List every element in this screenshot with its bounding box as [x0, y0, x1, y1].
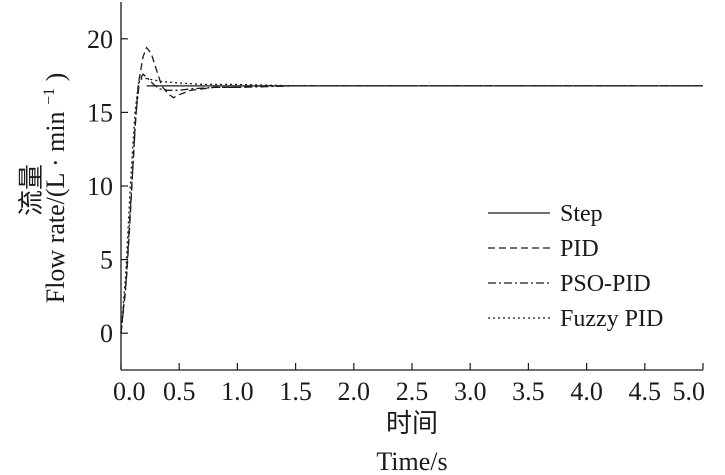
y-tick-label-15: 15: [87, 98, 113, 127]
x-tick-label-4.0: 4.0: [570, 377, 603, 406]
x-tick-label-1.0: 1.0: [221, 377, 254, 406]
x-ticks: 0.0 0.5 1.0 1.5 2.0 2.5 3.0 3.5 4.0 4.5 5.0: [113, 363, 705, 406]
x-tick-label-0.5: 0.5: [163, 377, 196, 406]
y-axis-title-en: Flow rate/(L · min −1 ): [31, 73, 70, 304]
legend: Step PID PSO-PID Fuzzy PID: [488, 201, 663, 332]
y-tick-label-10: 10: [87, 172, 113, 201]
y-axis-title-cn: 流量: [17, 164, 46, 216]
x-axis-title-cn: 时间: [386, 409, 438, 438]
x-tick-label-1.5: 1.5: [279, 377, 312, 406]
x-axis-title-en: Time/s: [376, 447, 447, 475]
x-tick-label-3.0: 3.0: [454, 377, 487, 406]
legend-label-step: Step: [560, 201, 603, 227]
y-tick-label-0: 0: [100, 319, 113, 348]
legend-label-fuzzy-pid: Fuzzy PID: [560, 306, 663, 332]
legend-label-pso-pid: PSO-PID: [560, 271, 651, 297]
y-ticks: 0 5 10 15 20: [87, 25, 128, 348]
y-tick-label-20: 20: [87, 25, 113, 54]
legend-label-pid: PID: [560, 236, 599, 262]
series-line-fuzzy-pid: [120, 77, 703, 334]
x-tick-label-4.5: 4.5: [629, 377, 662, 406]
series-layer: [120, 46, 703, 334]
x-tick-label-2.0: 2.0: [338, 377, 371, 406]
y-axis-title-en-close: ): [41, 73, 70, 82]
y-axis-title-en-sup: −1: [41, 88, 58, 105]
series-line-pso-pid: [120, 73, 703, 334]
x-tick-label-5.0: 5.0: [673, 377, 706, 406]
x-tick-label-0.0: 0.0: [113, 377, 146, 406]
x-tick-label-2.5: 2.5: [396, 377, 429, 406]
y-axis-title-en-main: Flow rate/(L · min: [41, 111, 70, 303]
x-tick-label-3.5: 3.5: [512, 377, 545, 406]
y-tick-label-5: 5: [100, 246, 113, 275]
